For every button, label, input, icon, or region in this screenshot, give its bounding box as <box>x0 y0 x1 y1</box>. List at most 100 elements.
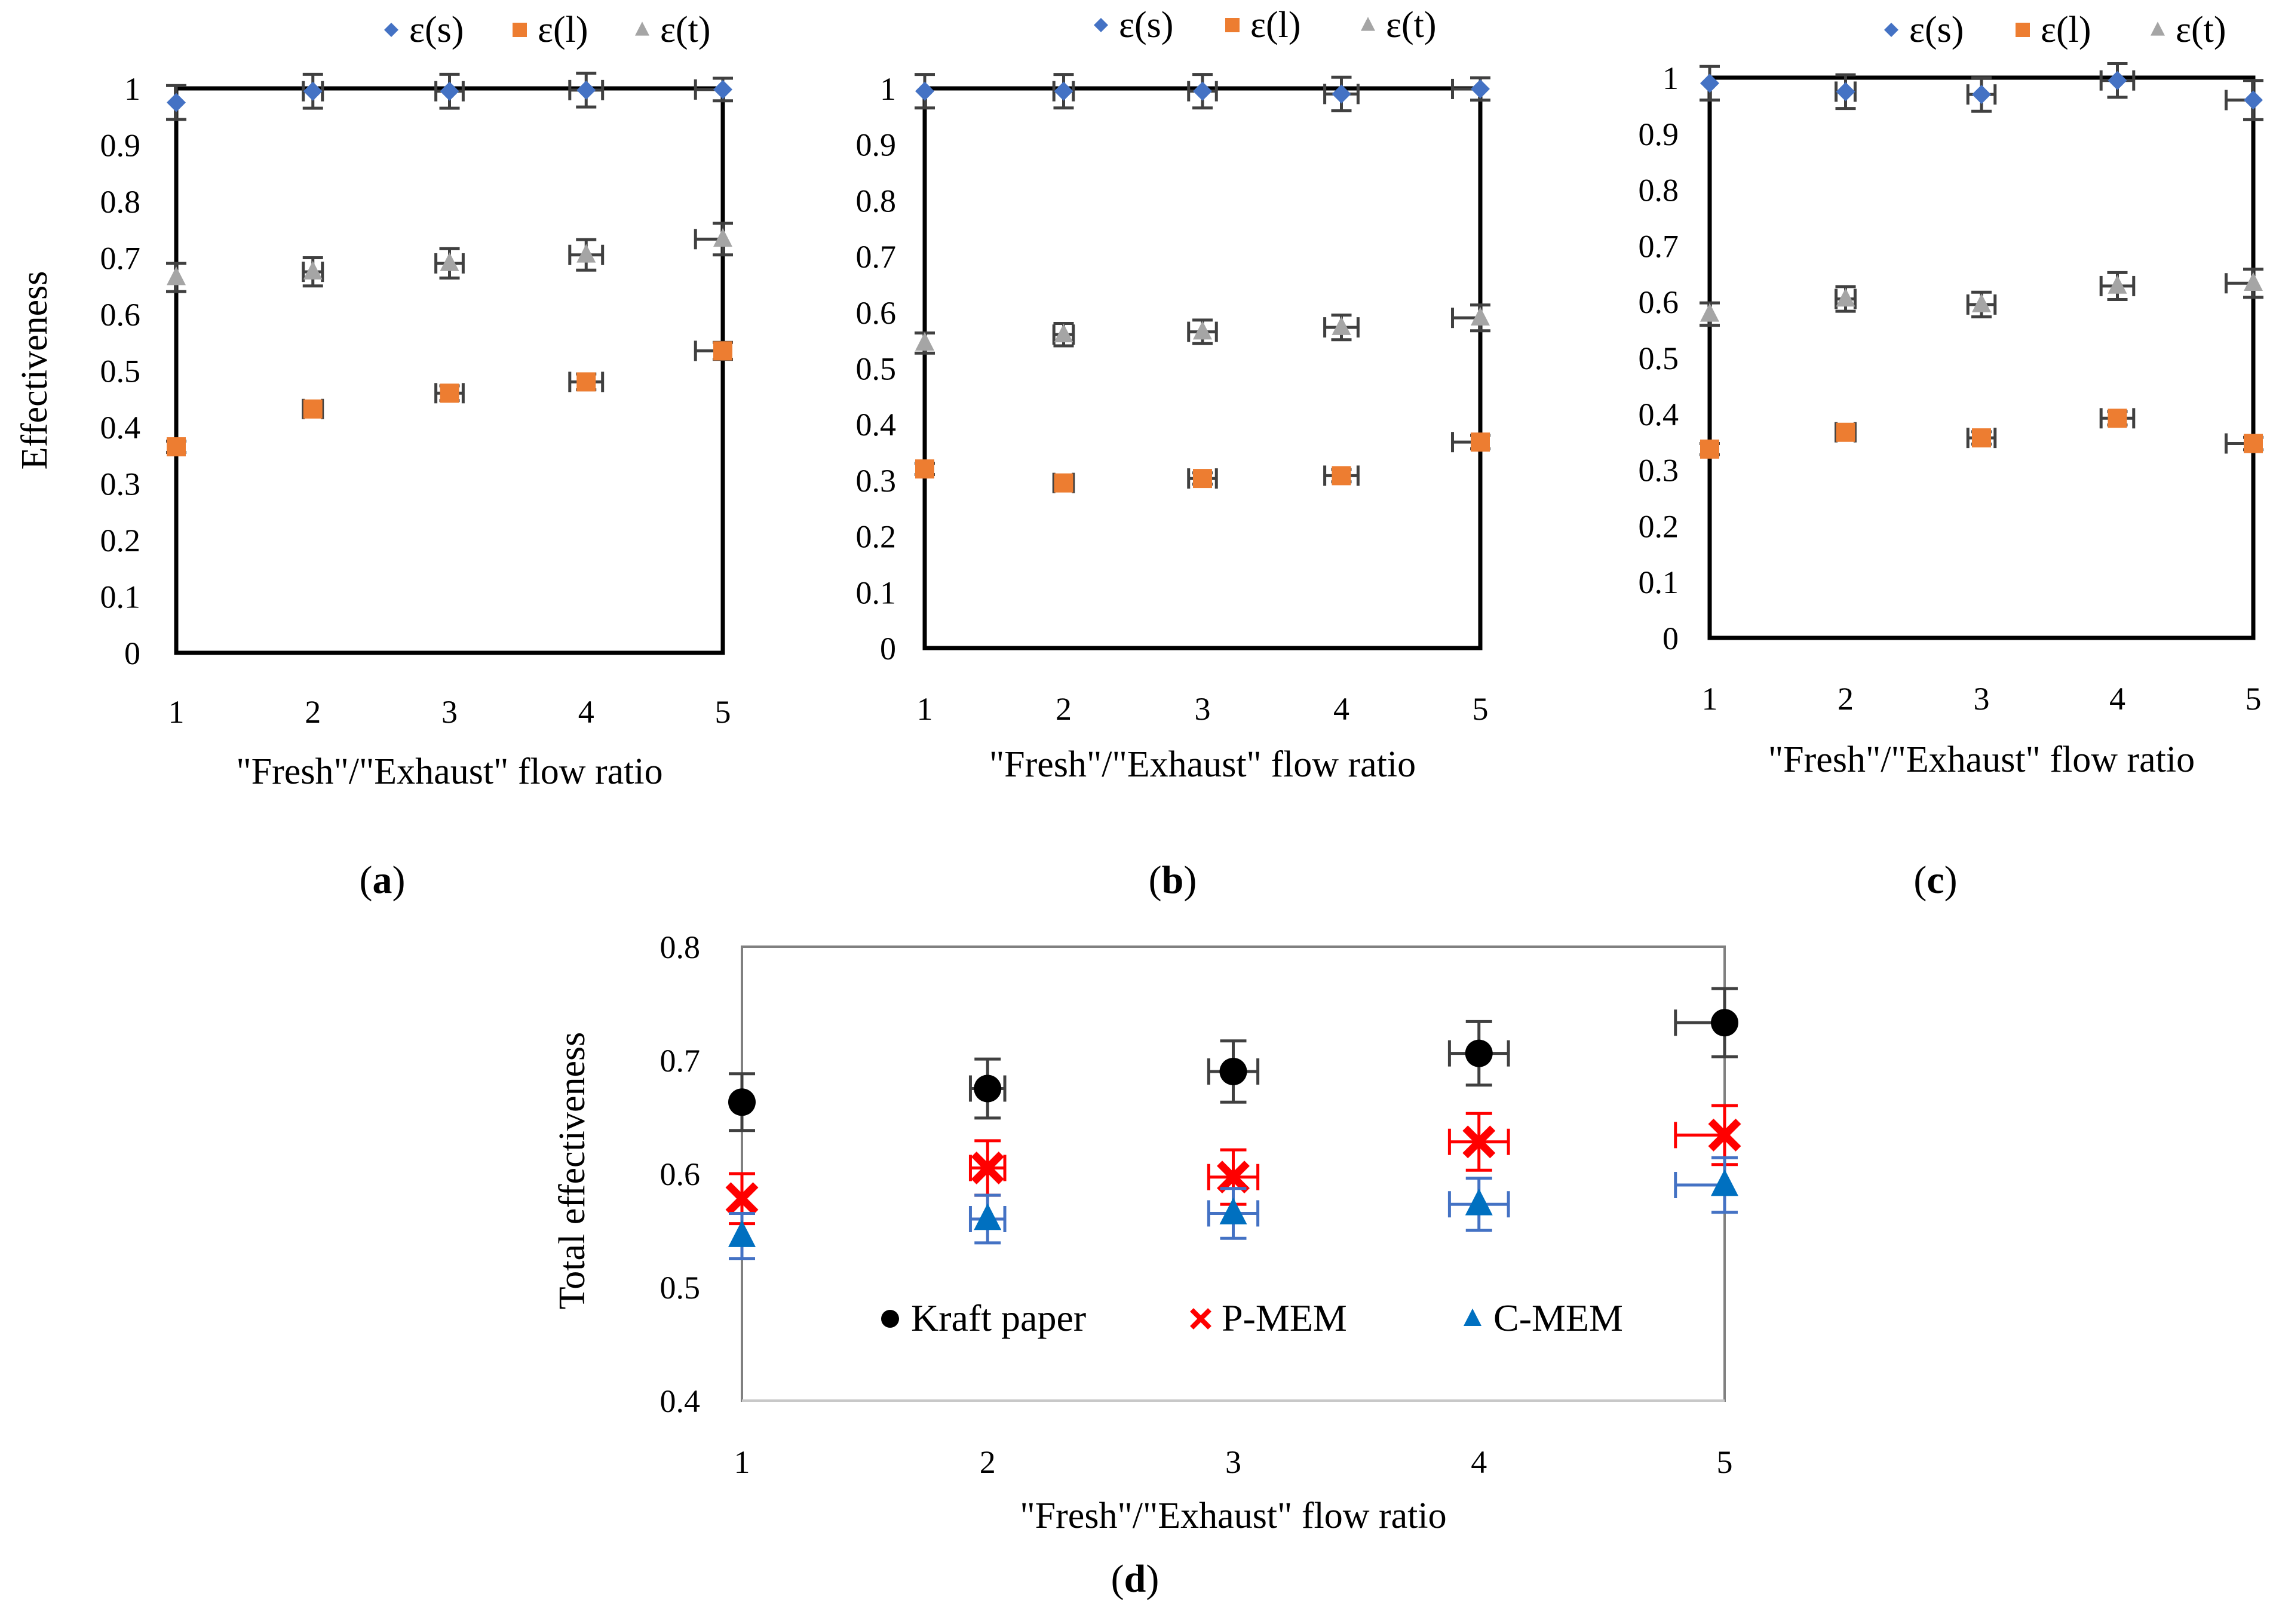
data-point <box>1700 73 1719 93</box>
series-ε(t) <box>1700 268 2263 327</box>
y-tick-label: 1 <box>1662 60 1679 96</box>
legend-label: ε(s) <box>1119 5 1173 45</box>
y-tick-label: 0.4 <box>100 410 141 446</box>
y-tick-label: 0.5 <box>660 1270 701 1306</box>
y-tick-label: 0.6 <box>1639 284 1679 320</box>
y-axis-title: Total effectiveness <box>552 1032 593 1310</box>
data-point <box>1836 288 1855 307</box>
y-tick-label: 0 <box>880 631 896 667</box>
data-point <box>303 81 323 101</box>
legend-marker <box>1884 23 1898 37</box>
y-tick-label: 1 <box>124 71 140 107</box>
y-tick-label: 0.5 <box>1639 340 1679 376</box>
data-point <box>1217 1161 1250 1194</box>
x-tick-label: 4 <box>1471 1444 1487 1480</box>
data-point <box>1193 321 1212 340</box>
series-ε(s) <box>166 71 733 121</box>
series-Kraft paper <box>728 987 1738 1132</box>
legend-marker <box>881 1310 899 1328</box>
x-tick-label: 1 <box>917 691 933 727</box>
y-tick-label: 0.7 <box>856 239 897 275</box>
y-tick-label: 0.3 <box>856 463 897 499</box>
y-tick-label: 0.1 <box>856 575 897 610</box>
x-tick-label: 5 <box>2246 681 2262 717</box>
x-tick-label: 1 <box>168 694 185 730</box>
x-tick-label: 5 <box>1473 691 1489 727</box>
data-point <box>915 331 934 351</box>
series-ε(s) <box>915 73 1490 112</box>
legend-marker <box>1225 18 1240 32</box>
y-tick-label: 0.1 <box>1639 564 1679 600</box>
data-point <box>1054 323 1073 343</box>
data-point <box>2244 272 2263 291</box>
data-point <box>167 93 186 112</box>
data-point <box>1972 85 1991 105</box>
x-tick-label: 3 <box>1974 681 1990 717</box>
x-tick-label: 5 <box>715 694 731 730</box>
data-point <box>1332 466 1351 486</box>
data-point <box>1462 1125 1496 1159</box>
x-tick-label: 1 <box>1702 681 1718 717</box>
data-point <box>440 81 459 101</box>
data-point <box>2108 409 2127 428</box>
legend-label: ε(l) <box>2041 10 2091 50</box>
data-point <box>725 1182 759 1215</box>
data-point <box>728 1220 756 1247</box>
data-point <box>1700 303 1719 322</box>
y-tick-label: 0.3 <box>1639 453 1679 489</box>
x-tick-label: 1 <box>734 1444 750 1480</box>
data-point <box>1972 293 1991 312</box>
data-point <box>576 80 596 100</box>
series-ε(s) <box>1700 62 2263 121</box>
legend-marker <box>1464 1308 1481 1326</box>
data-point <box>576 244 596 263</box>
legend-marker <box>2151 22 2165 36</box>
data-point <box>974 1075 1002 1103</box>
data-point <box>576 372 596 392</box>
data-point <box>1836 422 1855 442</box>
x-tick-label: 4 <box>578 694 594 730</box>
y-tick-label: 0.4 <box>1639 397 1679 432</box>
data-point <box>1332 316 1351 335</box>
series-ε(l) <box>1700 408 2263 459</box>
y-tick-label: 0.5 <box>100 354 141 389</box>
y-tick-label: 0.7 <box>100 241 141 277</box>
series-ε(l) <box>166 340 733 457</box>
y-tick-label: 0.6 <box>856 295 897 331</box>
data-point <box>1471 306 1490 326</box>
panel-label: (b) <box>1149 858 1197 902</box>
data-point <box>2244 434 2263 453</box>
x-tick-label: 3 <box>441 694 458 730</box>
data-point <box>713 341 732 361</box>
data-point <box>2108 275 2127 294</box>
data-point <box>1471 432 1490 452</box>
legend-label: P-MEM <box>1222 1297 1347 1339</box>
y-tick-label: 0 <box>1662 621 1679 656</box>
data-point <box>440 252 459 271</box>
legend-label: ε(l) <box>1250 5 1301 45</box>
y-tick-label: 0.6 <box>100 297 141 333</box>
y-tick-label: 0.7 <box>1639 228 1679 264</box>
x-tick-label: 4 <box>1333 691 1349 727</box>
panel-label: (a) <box>360 858 406 902</box>
legend-label: ε(s) <box>1909 10 1964 50</box>
x-tick-label: 2 <box>1056 691 1072 727</box>
y-tick-label: 0.6 <box>660 1156 701 1192</box>
chart-panel-c: 0 0.1 0.2 0.3 0.4 0.5 0.6 0.7 0.8 0.9 1 1 2 3 4 5 "Fresh… <box>1639 10 2263 902</box>
y-tick-label: 0.7 <box>660 1043 701 1079</box>
legend-marker <box>635 22 649 36</box>
data-point <box>1700 439 1719 459</box>
data-point <box>1219 1058 1247 1085</box>
x-axis-title: "Fresh"/"Exhaust" flow ratio <box>236 751 662 792</box>
data-point <box>1711 1009 1738 1037</box>
legend-label: C-MEM <box>1493 1297 1623 1339</box>
legend-label: ε(l) <box>538 10 588 50</box>
data-point <box>915 459 934 479</box>
data-point <box>1836 82 1855 102</box>
legend: ε(s) ε(l) ε(t) <box>384 10 711 50</box>
data-point <box>1219 1198 1247 1224</box>
y-tick-label: 0.1 <box>100 579 141 615</box>
data-point <box>2244 90 2263 110</box>
data-point <box>1465 1039 1493 1067</box>
